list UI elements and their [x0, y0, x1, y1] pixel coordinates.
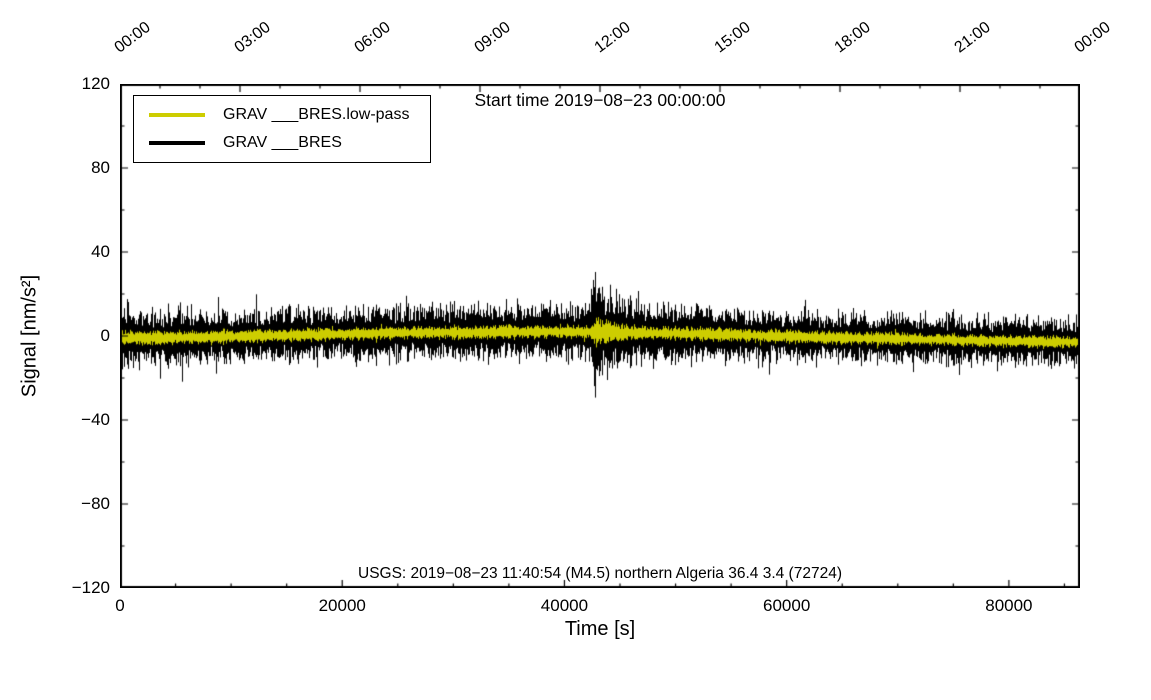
x-tick-label: 60000: [763, 596, 811, 615]
plot-canvas: [120, 84, 1080, 588]
x-axis-label: Time [s]: [564, 618, 636, 640]
legend-item: GRAV ___BRES: [149, 134, 430, 152]
legend-item: GRAV ___BRES.low-pass: [149, 106, 430, 124]
x-top-tick-label: 00:00: [1071, 18, 1114, 57]
x-top-tick-label: 12:00: [591, 18, 634, 57]
x-top-tick-label: 06:00: [351, 18, 394, 57]
legend-label: GRAV ___BRES: [223, 134, 342, 151]
event-annotation: USGS: 2019−08−23 11:40:54 (M4.5) norther…: [358, 565, 842, 582]
x-tick-label: 0: [115, 596, 125, 615]
x-top-tick-label: 03:00: [231, 18, 274, 57]
legend: GRAV ___BRES.low-pass GRAV ___BRES: [133, 95, 431, 163]
y-tick-label: 120: [81, 74, 110, 93]
legend-label: GRAV ___BRES.low-pass: [223, 106, 410, 123]
y-tick-label: −40: [81, 410, 110, 429]
chart-title: Start time 2019−08−23 00:00:00: [474, 90, 726, 110]
x-top-tick-label: 00:00: [111, 18, 154, 57]
x-tick-label: 20000: [318, 596, 366, 615]
plot-area: [120, 84, 1080, 588]
y-tick-label: −80: [81, 494, 110, 513]
legend-swatch: [149, 141, 205, 145]
x-tick-label: 40000: [540, 596, 589, 615]
y-tick-label: 0: [100, 326, 110, 345]
y-tick-label: 40: [91, 242, 110, 261]
x-tick-label: 80000: [985, 596, 1033, 615]
x-top-tick-label: 15:00: [711, 18, 754, 57]
legend-swatch: [149, 113, 205, 117]
x-top-tick-label: 09:00: [471, 18, 514, 57]
y-tick-label: 80: [91, 158, 110, 177]
y-tick-label: −120: [71, 578, 110, 597]
x-top-tick-label: 18:00: [831, 18, 874, 57]
x-top-tick-label: 21:00: [951, 18, 994, 57]
